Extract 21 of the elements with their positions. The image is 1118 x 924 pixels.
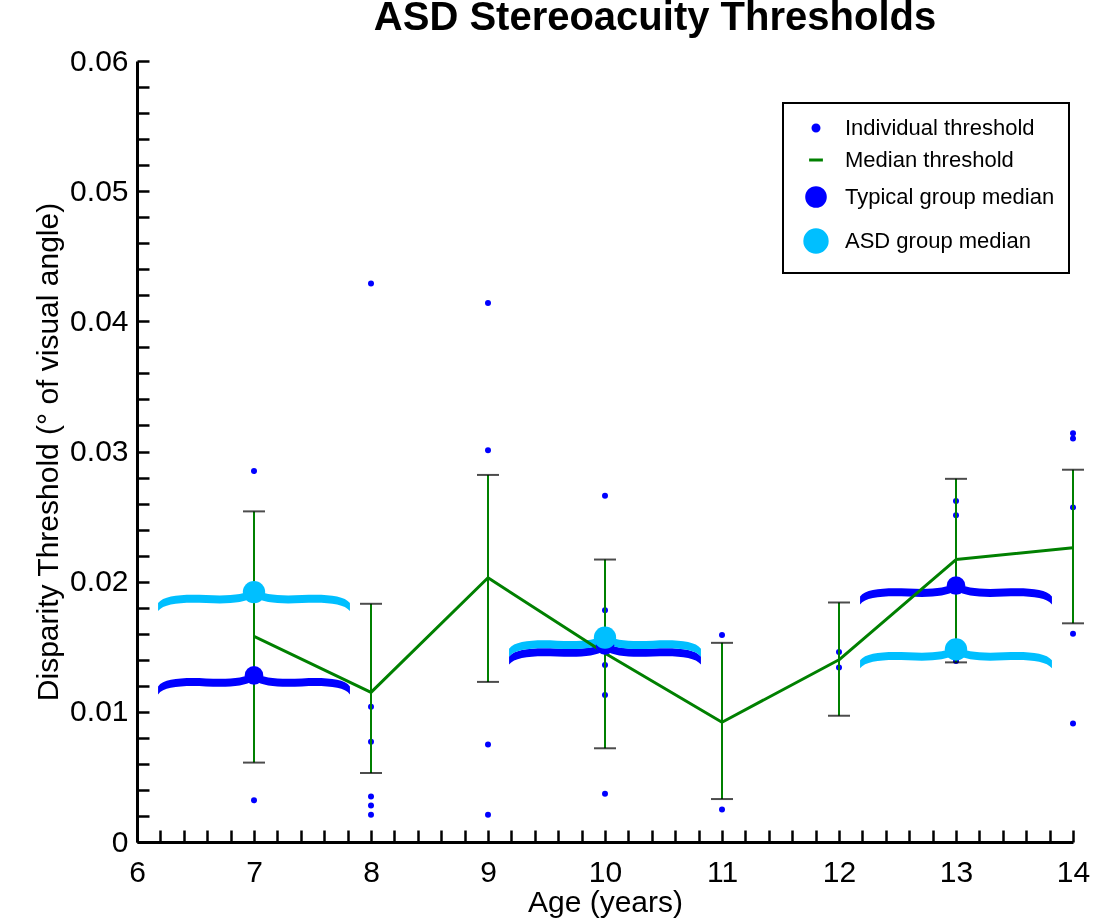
y-tick-label: 0.02: [70, 564, 129, 598]
y-tick-label: 0.03: [70, 434, 129, 467]
y-tick-label: 0.06: [70, 43, 129, 77]
x-tick-label: 6: [129, 854, 146, 888]
legend-label: Median threshold: [845, 147, 1014, 172]
y-tick-label: 0.01: [70, 694, 129, 728]
legend-label: ASD group median: [845, 228, 1031, 253]
y-tick-label: 0.05: [70, 173, 129, 207]
y-tick-label: 0.04: [70, 303, 129, 337]
y-axis-title: Disparity Threshold (° of visual angle): [31, 202, 65, 702]
x-tick-label: 9: [480, 854, 497, 888]
y-tick-label: 0: [111, 824, 129, 858]
x-tick-label: 11: [706, 854, 739, 888]
x-tick-label: 14: [1056, 854, 1091, 888]
legend-label: Typical group median: [845, 184, 1055, 209]
x-tick-label: 12: [822, 854, 857, 888]
legend-label: Individual threshold: [845, 115, 1035, 140]
x-tick-label: 7: [246, 854, 263, 888]
x-tick-label: 8: [363, 854, 380, 888]
x-tick-label: 13: [939, 854, 974, 888]
chart-title: ASD Stereoacuity Thresholds: [373, 0, 937, 38]
